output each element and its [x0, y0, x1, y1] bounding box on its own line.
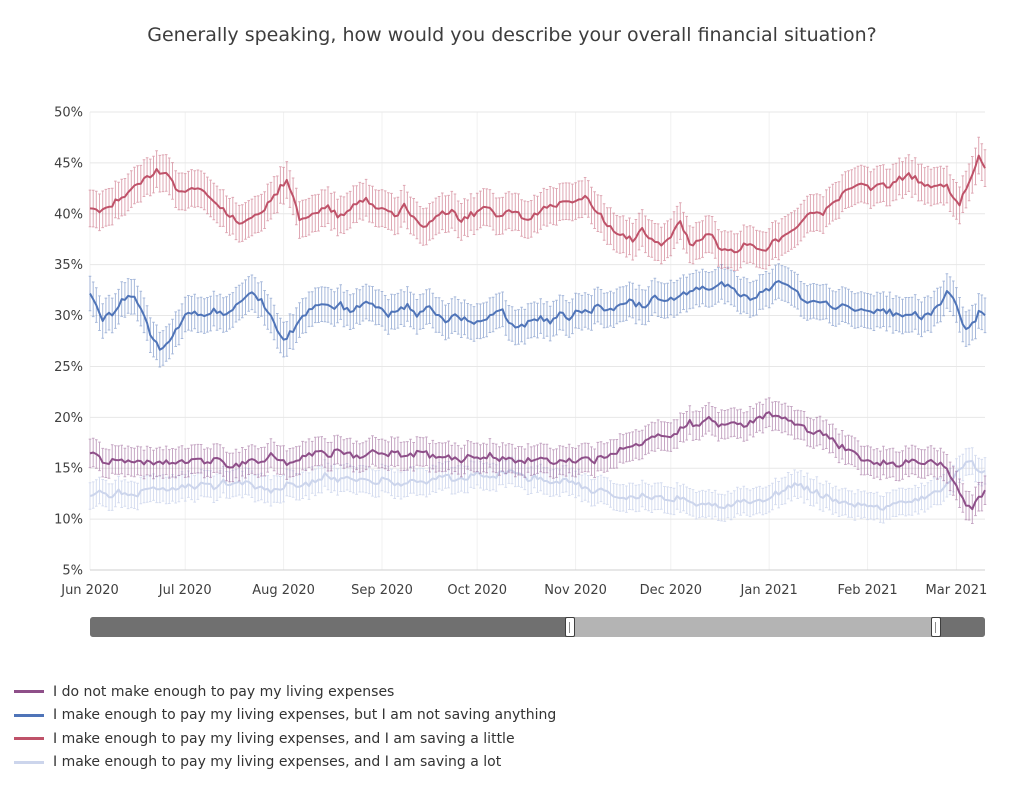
legend-item[interactable]: I make enough to pay my living expenses,… [14, 751, 556, 775]
legend-swatch-lavender-line [14, 760, 44, 764]
chart-canvas: 5% 10% 15% 20% 25% 30% 35% 40% 45% 50% Jun 2020 Jul… [54, 106, 987, 599]
x-axis-label: Feb 2021 [837, 583, 897, 598]
time-range-slider[interactable] [90, 617, 985, 637]
y-axis-labels: 5% 10% 15% 20% 25% 30% 35% 40% 45% 50% [54, 106, 83, 579]
y-axis-label: 35% [54, 258, 83, 273]
x-axis-label: Nov 2020 [544, 583, 607, 598]
legend-swatch-purple-line [14, 690, 44, 694]
slider-handle-left[interactable] [564, 617, 575, 637]
slider-track[interactable] [90, 617, 985, 637]
series-0 [88, 397, 987, 524]
legend-item[interactable]: I make enough to pay my living expenses,… [14, 704, 556, 728]
y-axis-label: 50% [54, 106, 83, 121]
legend-item[interactable]: I do not make enough to pay my living ex… [14, 680, 556, 704]
series-line [89, 411, 986, 511]
error-bars [88, 136, 987, 271]
x-axis-label: Sep 2020 [351, 583, 413, 598]
x-axis-label: Jul 2020 [158, 583, 212, 598]
chart-title: Generally speaking, how would you descri… [147, 24, 877, 46]
y-axis-label: 25% [54, 360, 83, 375]
legend-label: I make enough to pay my living expenses,… [53, 730, 515, 747]
x-axis-label: Oct 2020 [447, 583, 507, 598]
x-axis-label: Dec 2020 [640, 583, 702, 598]
legend-label: I do not make enough to pay my living ex… [53, 683, 395, 700]
y-axis-label: 30% [54, 309, 83, 324]
y-axis-label: 15% [54, 462, 83, 477]
x-axis-labels: Jun 2020 Jul 2020 Aug 2020 Sep 2020 Oct 2020… [60, 583, 987, 598]
legend-item[interactable]: I make enough to pay my living expenses,… [14, 727, 556, 751]
legend-label: I make enough to pay my living expenses,… [53, 707, 557, 724]
series-line [89, 154, 986, 254]
x-axis-label: Jun 2020 [60, 583, 119, 598]
legend-swatch-blue-line [14, 713, 44, 717]
x-axis-label: Aug 2020 [252, 583, 315, 598]
x-axis-label: Jan 2021 [740, 583, 798, 598]
series-2 [88, 136, 987, 271]
y-axis-label: 45% [54, 156, 83, 171]
legend-swatch-red-line [14, 737, 44, 741]
series-line [89, 280, 986, 351]
y-gridlines [90, 111, 985, 571]
y-axis-label: 20% [54, 411, 83, 426]
series-1 [88, 263, 987, 368]
y-axis-label: 10% [54, 513, 83, 528]
series-line [89, 460, 986, 511]
legend-label: I make enough to pay my living expenses,… [53, 754, 502, 771]
slider-range-after [935, 617, 985, 637]
slider-range-before [90, 617, 570, 637]
x-axis-label: Mar 2021 [926, 583, 988, 598]
chart-legend: I do not make enough to pay my living ex… [14, 680, 556, 774]
slider-handle-right[interactable] [930, 617, 941, 637]
y-axis-label: 40% [54, 207, 83, 222]
y-axis-label: 5% [62, 564, 83, 579]
